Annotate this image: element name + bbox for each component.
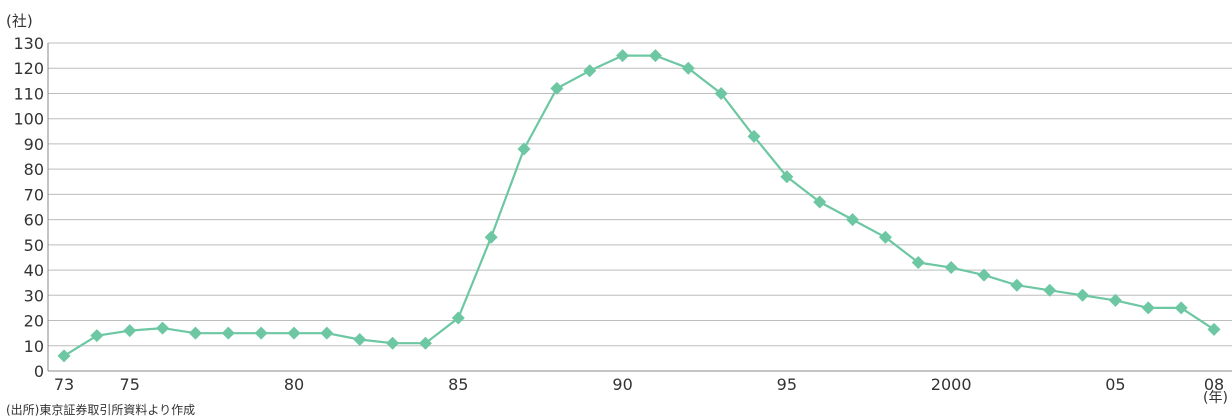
data-point-1987 — [517, 142, 531, 156]
data-point-1986 — [484, 230, 498, 244]
data-point-2002 — [1010, 278, 1024, 292]
y-tick-label-70: 70 — [24, 185, 44, 204]
y-tick-label-50: 50 — [24, 236, 44, 255]
y-tick-label-10: 10 — [24, 337, 44, 356]
x-tick-label-95: 95 — [777, 375, 797, 394]
data-point-2004 — [1076, 288, 1090, 302]
data-points — [57, 49, 1221, 363]
data-point-1980 — [287, 326, 301, 340]
data-point-1973 — [57, 349, 71, 363]
x-tick-label-2000: 2000 — [931, 375, 972, 394]
y-tick-label-30: 30 — [24, 286, 44, 305]
y-tick-label-100: 100 — [13, 110, 44, 129]
y-tick-label-40: 40 — [24, 261, 44, 280]
source-note: (出所)東京証券取引所資料より作成 — [6, 403, 196, 417]
x-tick-label-05: 05 — [1105, 375, 1125, 394]
y-axis-unit: (社) — [6, 12, 33, 30]
x-tick-label-80: 80 — [284, 375, 304, 394]
data-point-1988 — [550, 81, 564, 95]
data-point-2006 — [1141, 301, 1155, 315]
data-point-1976 — [156, 321, 170, 335]
y-tick-label-60: 60 — [24, 211, 44, 230]
data-point-2003 — [1043, 283, 1057, 297]
data-point-1999 — [911, 256, 925, 270]
data-point-1990 — [616, 49, 630, 63]
gridlines — [47, 42, 1232, 372]
data-point-1979 — [254, 326, 268, 340]
series-line-path — [63, 54, 1215, 357]
data-point-1989 — [583, 64, 597, 78]
data-point-1997 — [846, 213, 860, 227]
y-tick-label-120: 120 — [13, 59, 44, 78]
x-axis-unit: (年) — [1203, 390, 1228, 406]
data-point-1978 — [221, 326, 235, 340]
data-point-1991 — [648, 49, 662, 63]
x-tick-label-85: 85 — [448, 375, 468, 394]
data-point-1985 — [451, 311, 465, 325]
y-tick-label-90: 90 — [24, 135, 44, 154]
y-tick-label-0: 0 — [34, 362, 44, 381]
data-point-1983 — [386, 336, 400, 350]
data-point-2005 — [1108, 293, 1122, 307]
data-point-2007 — [1174, 301, 1188, 315]
data-point-2001 — [977, 268, 991, 282]
data-point-2000 — [944, 261, 958, 275]
x-tick-labels: 73 75 80 85 90 95 2000 05 08 — [54, 375, 1224, 394]
data-point-1996 — [813, 195, 827, 209]
x-tick-label-90: 90 — [612, 375, 632, 394]
data-point-1982 — [353, 332, 367, 346]
series-line — [63, 54, 1215, 357]
y-tick-label-110: 110 — [13, 84, 44, 103]
y-tick-labels: 0 10 20 30 40 50 60 70 80 90 100 110 120 130 — [13, 34, 44, 381]
data-point-1984 — [418, 336, 432, 350]
y-tick-label-20: 20 — [24, 312, 44, 331]
data-point-1992 — [681, 61, 695, 75]
data-point-1993 — [714, 86, 728, 100]
x-tick-label-75: 75 — [120, 375, 140, 394]
data-point-2008 — [1207, 322, 1221, 336]
data-point-1981 — [320, 326, 334, 340]
x-tick-label-73: 73 — [54, 375, 74, 394]
data-point-1998 — [878, 230, 892, 244]
data-point-1974 — [90, 329, 104, 343]
data-point-1977 — [188, 326, 202, 340]
data-point-1995 — [780, 170, 794, 184]
y-tick-label-80: 80 — [24, 160, 44, 179]
y-tick-label-130: 130 — [13, 34, 44, 53]
data-point-1994 — [747, 129, 761, 143]
data-point-1975 — [123, 324, 137, 338]
x-tick-label-08: 08 — [1204, 375, 1224, 394]
